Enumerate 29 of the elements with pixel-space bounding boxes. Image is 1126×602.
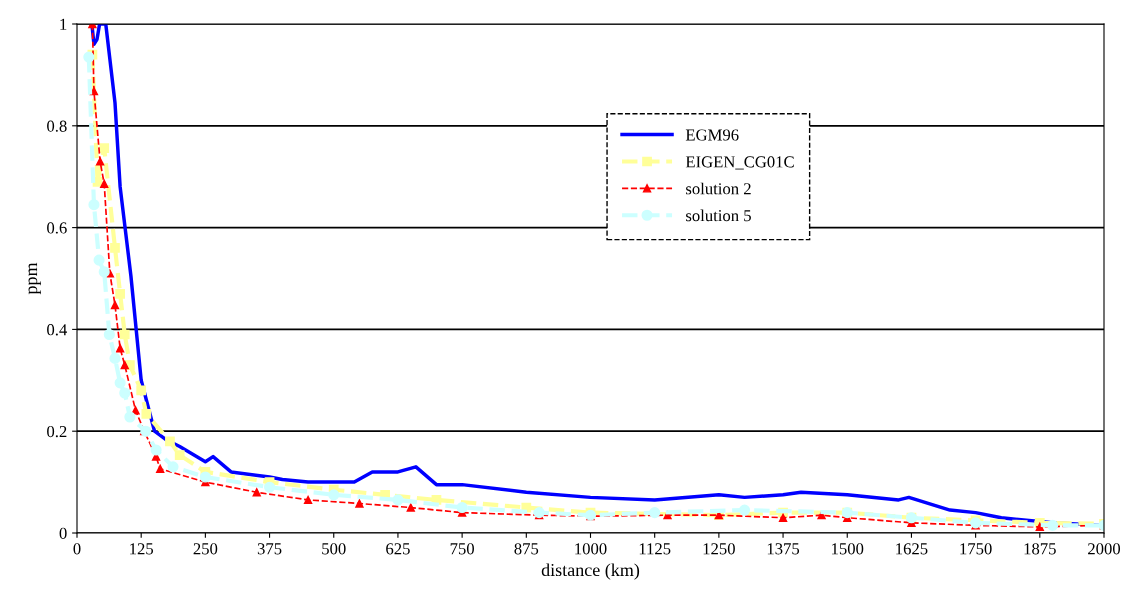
y-tick-label: 0.2 <box>47 425 67 438</box>
x-tick-label: 375 <box>257 543 282 555</box>
x-tick-label: 1750 <box>960 543 992 555</box>
x-tick-label: 1875 <box>1024 543 1056 555</box>
x-tick-label: 875 <box>514 543 539 555</box>
y-tick-label: 0.4 <box>47 324 68 336</box>
x-tick-label: 1500 <box>832 543 864 555</box>
x-tick-label: 1625 <box>896 543 928 555</box>
x-tick-label: 125 <box>130 543 154 555</box>
x-tick-label: 1250 <box>703 543 735 555</box>
y-axis-title: ppm <box>28 262 41 295</box>
legend-label: solution 2 <box>686 182 751 195</box>
x-tick-label: 625 <box>386 543 410 555</box>
y-tick-label: 1 <box>60 18 67 30</box>
x-tick-label: 250 <box>193 543 218 555</box>
x-axis-title: distance (km) <box>541 563 640 580</box>
legend-label: solution 5 <box>686 209 751 222</box>
x-tick-label: 1000 <box>575 543 607 555</box>
x-tick-label: 1375 <box>767 543 800 555</box>
y-tick-label: 0.8 <box>47 120 67 132</box>
x-tick-label: 1125 <box>639 543 671 555</box>
legend-label: EGM96 <box>685 129 739 141</box>
x-tick-label: 0 <box>73 543 81 555</box>
y-tick-label: 0 <box>59 527 67 539</box>
x-tick-label: 750 <box>450 543 474 555</box>
y-tick-label: 0.6 <box>47 222 67 234</box>
legend-label: EIGEN_CG01C <box>685 156 794 170</box>
x-tick-label: 500 <box>322 543 346 555</box>
x-tick-label: 2000 <box>1088 543 1121 555</box>
